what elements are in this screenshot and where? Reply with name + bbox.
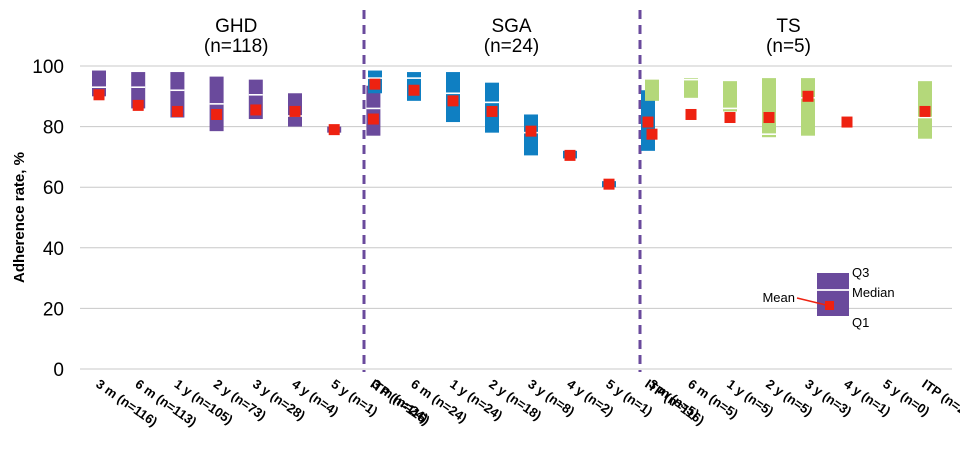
legend: Q3 Median Q1 Mean bbox=[762, 265, 894, 330]
box-ghd-0 bbox=[92, 70, 106, 101]
mean-marker bbox=[685, 108, 697, 120]
box-ghd-7 bbox=[366, 85, 381, 136]
group-title: GHD bbox=[215, 16, 257, 37]
legend-median-label: Median bbox=[852, 285, 895, 300]
mean-marker bbox=[250, 104, 262, 116]
y-tick-label: 100 bbox=[32, 57, 64, 78]
box-ghd-4 bbox=[248, 79, 263, 120]
iqr-box bbox=[801, 78, 815, 136]
box-ts-0 bbox=[645, 79, 659, 140]
mean-marker bbox=[841, 116, 853, 128]
box-sga-1 bbox=[407, 72, 421, 101]
mean-marker bbox=[564, 149, 576, 161]
legend-mean-marker bbox=[825, 301, 834, 310]
mean-marker bbox=[289, 105, 301, 117]
box-sga-5 bbox=[563, 149, 577, 161]
mean-marker bbox=[802, 90, 814, 102]
group-subtitle: (n=118) bbox=[204, 36, 269, 57]
mean-marker bbox=[367, 113, 379, 125]
x-tick-label: ITP (n=24) bbox=[919, 376, 960, 424]
y-tick-label: 0 bbox=[53, 360, 64, 381]
group-title: TS bbox=[776, 16, 800, 37]
mean-marker bbox=[724, 112, 736, 124]
group-dividers bbox=[362, 10, 642, 372]
group-title: SGA bbox=[491, 16, 531, 37]
y-axis-label: Adherence rate, % bbox=[11, 152, 28, 283]
iqr-box bbox=[684, 78, 698, 98]
iqr-box bbox=[723, 81, 737, 112]
iqr-box bbox=[645, 79, 659, 101]
legend-mean-label: Mean bbox=[762, 290, 795, 305]
box-ts-1 bbox=[684, 78, 698, 120]
legend-q1-label: Q1 bbox=[852, 315, 869, 330]
mean-marker bbox=[369, 78, 381, 90]
mean-marker bbox=[447, 95, 459, 107]
group-headers: GHD(n=118) SGA(n=24) TS(n=5) bbox=[204, 16, 811, 57]
gridlines bbox=[80, 65, 952, 370]
box-sga-3 bbox=[485, 82, 499, 133]
mean-marker bbox=[211, 108, 223, 120]
box-ghd-3 bbox=[209, 76, 224, 132]
x-axis-ticks: 3 m (n=116)6 m (n=113)1 y (n=105)2 y (n=… bbox=[93, 376, 960, 429]
mean-marker bbox=[93, 89, 105, 101]
box-ghd-2 bbox=[170, 72, 185, 118]
legend-q3-label: Q3 bbox=[852, 265, 869, 280]
box-ts-5 bbox=[841, 116, 853, 128]
box-ts-4 bbox=[801, 78, 815, 136]
mean-marker bbox=[646, 128, 658, 140]
mean-marker bbox=[486, 105, 498, 117]
box-ts-2 bbox=[723, 81, 737, 124]
mean-marker bbox=[171, 105, 183, 117]
iqr-box bbox=[762, 78, 776, 138]
box-sga-0 bbox=[368, 70, 382, 94]
mean-marker bbox=[132, 99, 144, 111]
mean-marker bbox=[328, 124, 340, 136]
y-tick-label: 40 bbox=[43, 239, 64, 260]
box-ts-3 bbox=[762, 78, 776, 138]
box-sga-4 bbox=[524, 114, 538, 156]
box-ghd-1 bbox=[131, 72, 146, 111]
mean-marker bbox=[919, 105, 931, 117]
mean-marker bbox=[603, 178, 615, 190]
iqr-box bbox=[131, 72, 146, 109]
mean-marker bbox=[763, 112, 775, 124]
y-tick-label: 20 bbox=[43, 299, 64, 320]
boxes bbox=[92, 70, 932, 190]
box-ts-7 bbox=[918, 81, 932, 139]
y-tick-label: 80 bbox=[43, 118, 64, 139]
box-sga-2 bbox=[446, 72, 460, 123]
group-subtitle: (n=5) bbox=[766, 36, 811, 57]
legend-mean-arrow bbox=[796, 297, 827, 306]
y-axis-ticks: 0 20 40 60 80 100 bbox=[32, 57, 64, 381]
mean-marker bbox=[525, 125, 537, 137]
box-ghd-5 bbox=[288, 93, 302, 127]
group-subtitle: (n=24) bbox=[484, 36, 539, 57]
mean-marker bbox=[408, 84, 420, 96]
box-sga-6 bbox=[602, 178, 616, 190]
box-ghd-6 bbox=[327, 124, 342, 136]
mean-marker bbox=[642, 116, 654, 128]
y-tick-label: 60 bbox=[43, 178, 64, 199]
